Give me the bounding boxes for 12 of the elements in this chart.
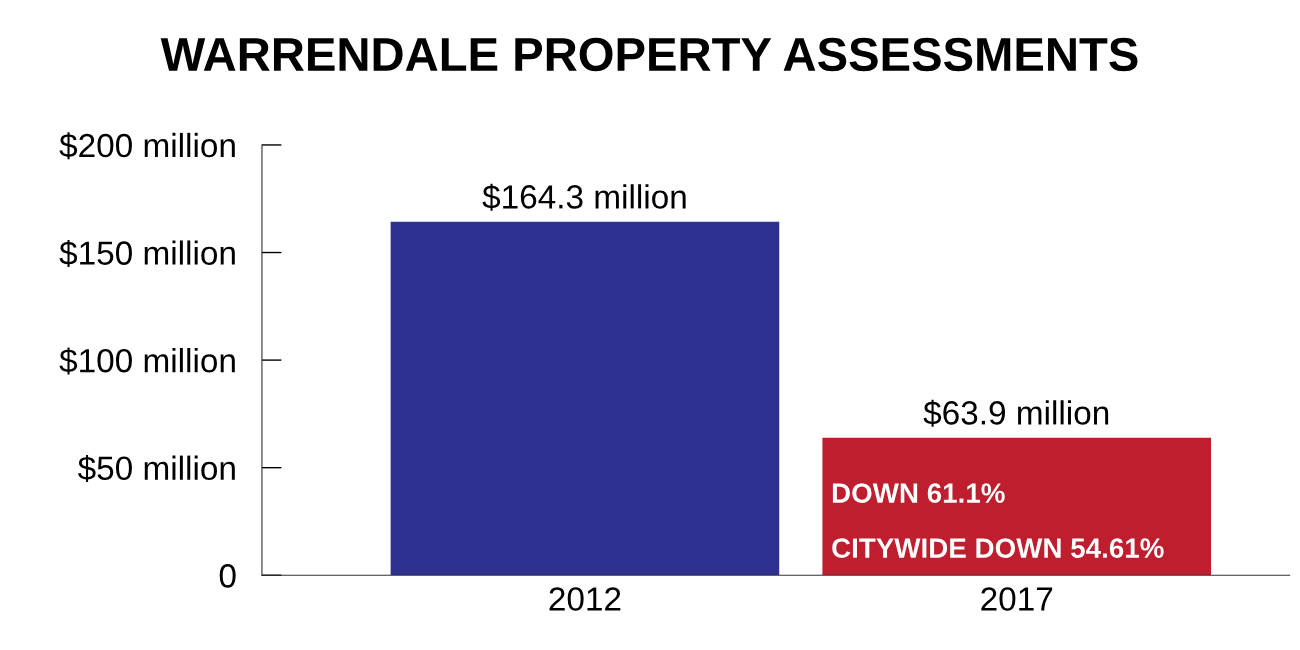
y-tick-label: $200 million: [59, 132, 235, 160]
y-tick-label: $50 million: [77, 455, 235, 483]
y-tick-label: $100 million: [59, 347, 235, 375]
data-label: $63.9 million: [923, 399, 1109, 427]
annotation: CITYWIDE DOWN 54.61%: [832, 538, 1164, 558]
x-tick-label: 2017: [981, 587, 1053, 611]
chart-title: WARRENDALE PROPERTY ASSESSMENTS: [160, 37, 1138, 72]
y-tick-label: 0: [219, 564, 236, 588]
x-tick-label: 2012: [549, 587, 621, 611]
annotation: DOWN 61.1%: [832, 483, 1005, 503]
data-label: $164.3 million: [482, 183, 686, 211]
y-tick-label: $150 million: [59, 239, 235, 267]
